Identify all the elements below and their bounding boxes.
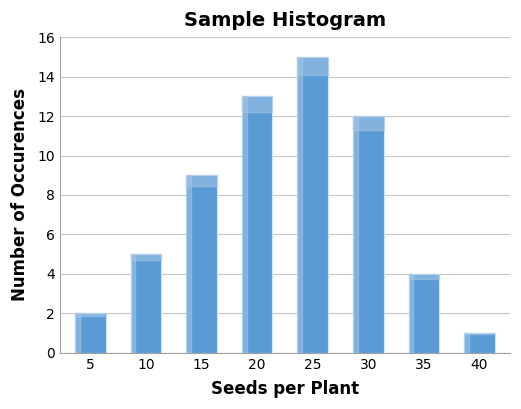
Bar: [353, 116, 357, 353]
Bar: [76, 313, 106, 353]
Bar: [353, 116, 383, 353]
Bar: [187, 175, 217, 353]
Bar: [297, 57, 328, 75]
Bar: [408, 274, 439, 353]
X-axis label: Seeds per Plant: Seeds per Plant: [211, 380, 359, 398]
Bar: [242, 97, 272, 112]
Bar: [131, 254, 135, 353]
Bar: [131, 254, 162, 260]
Bar: [408, 274, 413, 353]
Bar: [408, 274, 439, 279]
Y-axis label: Number of Occurences: Number of Occurences: [11, 88, 29, 301]
Bar: [297, 57, 302, 353]
Bar: [131, 254, 162, 353]
Bar: [464, 333, 494, 334]
Bar: [76, 313, 80, 353]
Bar: [242, 97, 246, 353]
Bar: [464, 333, 469, 353]
Bar: [353, 116, 383, 130]
Bar: [297, 57, 328, 353]
Title: Sample Histogram: Sample Histogram: [184, 11, 386, 30]
Bar: [242, 97, 272, 353]
Bar: [464, 333, 494, 353]
Bar: [187, 175, 191, 353]
Bar: [187, 175, 217, 186]
Bar: [76, 313, 106, 316]
